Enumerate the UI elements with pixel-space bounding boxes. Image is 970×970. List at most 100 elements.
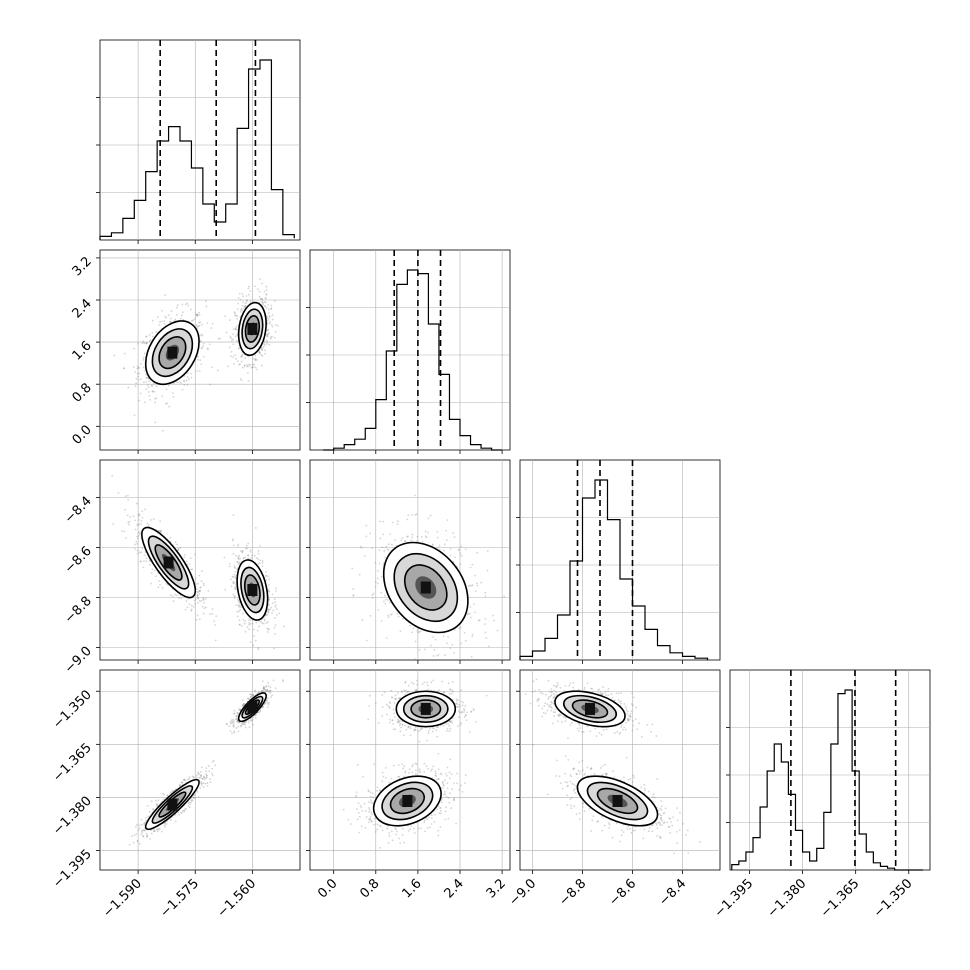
panel-0-2-point [248, 628, 251, 631]
panel-0-3-point [197, 772, 200, 775]
panel-0-1-point [241, 309, 244, 312]
panel-0-2-point [214, 639, 217, 642]
panel-1-2-point [363, 555, 366, 557]
panel-0-1-point [206, 347, 209, 350]
panel-0-2-point [258, 562, 261, 564]
panel-1-2-point [360, 546, 363, 549]
panel-0-2-point [136, 552, 139, 555]
panel-0-3-point [267, 681, 270, 684]
panel-1-2-point [423, 648, 426, 651]
panel-0-1-point [151, 385, 154, 387]
panel-0-3-point [249, 693, 252, 696]
panel-0-3-point [146, 834, 148, 837]
panel-0-2-point [149, 560, 151, 563]
panel-0-3-point [274, 687, 277, 690]
panel-0-3-point [225, 722, 228, 725]
panel-0-3-point [247, 721, 250, 724]
panel-0-2-point [232, 552, 235, 555]
panel-0-2-point [148, 564, 151, 566]
hist-0-frame [99, 39, 301, 241]
panel-0-3-point [138, 827, 141, 830]
panel-1-2-point [438, 544, 441, 547]
panel-0-3-point [235, 727, 238, 729]
panel-0-1-point [137, 379, 140, 381]
panel-0-2-point [159, 529, 162, 532]
panel-0-1-point [199, 340, 202, 342]
panel-0-1-point [148, 380, 151, 382]
panel-0-1-point [263, 301, 266, 303]
panel-0-1-point [228, 346, 231, 349]
panel-0-1-point [244, 305, 246, 308]
panel-0-3-point [261, 689, 264, 692]
panel-0-1-point [133, 347, 136, 350]
panel-0-1-point [185, 379, 188, 382]
panel-0-3-point [229, 730, 232, 732]
panel-0-2-point [242, 619, 245, 621]
panel-0-1-point [264, 297, 267, 300]
panel-0-2-point [241, 550, 244, 553]
panel-0-2-point [275, 604, 277, 607]
panel-0-1-point [256, 288, 259, 291]
panel-0-3-point [237, 730, 240, 733]
panel-0-3-point [195, 776, 198, 779]
panel-0-1-point [148, 339, 151, 342]
panel-0-3-point [207, 765, 210, 767]
panel-1-2-point [374, 581, 377, 583]
panel-0-3-point [248, 697, 251, 700]
panel-0-1-point [207, 348, 209, 351]
panel-0-1-point [180, 382, 182, 385]
panel-1-2-point [383, 600, 385, 603]
panel-0-1-point [261, 297, 264, 300]
panel-0-1-point [165, 403, 167, 405]
panel-0-1-point [113, 354, 116, 357]
panel-0-3-point [154, 799, 157, 802]
panel-0-2-point [251, 622, 254, 625]
panel-0-1-point [163, 320, 166, 322]
panel-0-2-point [238, 610, 240, 613]
panel-0-3-point [267, 689, 269, 692]
panel-1-2-point [484, 631, 487, 634]
panel-0-2-point [228, 565, 231, 568]
panel-0-1-point [179, 317, 182, 320]
panel-0-3-point [269, 691, 272, 694]
panel-0-2-point [126, 494, 129, 497]
panel-0-3-point [200, 784, 203, 787]
panel-0-2-point [245, 547, 247, 550]
panel-1-2-point [387, 616, 390, 619]
panel-0-2-point [264, 574, 267, 577]
panel-0-3-point [265, 685, 267, 688]
panel-1-2-point [414, 513, 417, 516]
panel-0-1-point [200, 323, 203, 326]
panel-0-1-point [176, 304, 179, 307]
panel-0-2-point [253, 554, 256, 557]
panel-0-2-point [150, 519, 152, 521]
panel-0-3-point [178, 784, 181, 786]
panel-1-2-point [478, 619, 481, 622]
panel-0-2-point [256, 629, 259, 632]
panel-0-1-point [265, 343, 268, 345]
panel-0-3-point [138, 842, 141, 845]
panel-0-2-point [257, 552, 260, 555]
panel-0-2-point [123, 530, 126, 533]
panel-1-2-point [387, 614, 389, 617]
panel-0-2-point [259, 545, 262, 547]
panel-1-2-point [371, 594, 374, 597]
panel-0-2-point [188, 563, 191, 565]
panel-0-3-point [247, 719, 250, 722]
panel-0-1-point [235, 325, 238, 328]
hist-1-frame [309, 249, 511, 451]
panel-0-2-point [199, 587, 202, 589]
panel-0-2-point [247, 554, 249, 557]
panel-0-2-point [266, 627, 269, 630]
panel-0-2-point [129, 516, 131, 518]
panel-0-2-point [275, 614, 278, 616]
panel-0-3-point [179, 784, 182, 787]
panel-0-2-point [243, 622, 246, 625]
panel-0-1-point [145, 342, 147, 345]
panel-0-1-point [269, 336, 272, 339]
panel-0-2-point [265, 579, 268, 582]
panel-0-1-frame [99, 249, 301, 451]
panel-0-2-point [234, 587, 237, 590]
panel-0-1-point [154, 397, 157, 400]
panel-0-1-point [240, 360, 243, 363]
